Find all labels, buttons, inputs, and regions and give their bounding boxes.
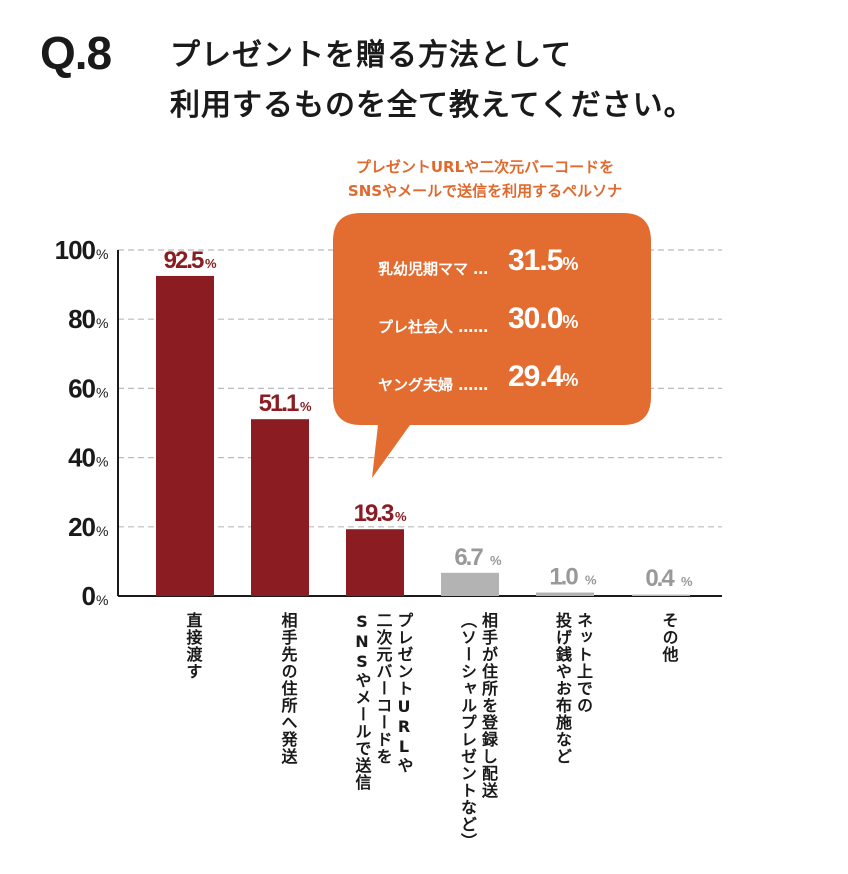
y-tick-label: 20 [68, 512, 95, 542]
persona-value: 30.0% [508, 302, 579, 335]
x-category-label: （ソーシャルプレゼントなど） [458, 612, 477, 850]
bar-value-label: 51.1 [259, 390, 299, 417]
question-line-2: 利用するものを全て教えてください。 [170, 88, 695, 123]
x-category-label: SNSやメールで送信 [352, 612, 372, 791]
persona-label: ヤング夫婦 …… [378, 376, 489, 394]
persona-value: 29.4% [508, 360, 579, 393]
persona-value-unit: % [562, 254, 579, 274]
x-category-label: 相手先の住所へ発送 [278, 612, 298, 765]
y-tick-label: 40 [68, 443, 95, 473]
y-tick-label: 0 [82, 581, 96, 611]
x-category-label: ネット上での [574, 612, 593, 714]
question-line-1: プレゼントを贈る方法として [170, 38, 573, 73]
callout-bubble [333, 213, 651, 478]
persona-label: 乳幼児期ママ … [378, 260, 489, 278]
bar [346, 529, 404, 596]
x-category-label: 相手が住所を登録し配送 [479, 612, 498, 799]
bar-value-unit: % [205, 256, 217, 271]
bar [632, 594, 690, 596]
persona-value-unit: % [562, 370, 579, 390]
y-tick-unit: % [96, 246, 108, 262]
bar [441, 572, 499, 596]
bar-value-unit: % [681, 574, 693, 589]
bar-value-unit: % [585, 573, 597, 588]
y-tick-label: 100 [55, 235, 96, 265]
persona-value-unit: % [562, 312, 579, 332]
y-tick-unit: % [96, 315, 108, 331]
persona-label: プレ社会人 …… [378, 318, 489, 336]
y-tick-unit: % [96, 384, 108, 400]
y-tick-unit: % [96, 454, 108, 470]
y-tick-unit: % [96, 592, 108, 608]
bar-value-unit: % [395, 509, 407, 524]
y-tick-label: 80 [68, 304, 95, 334]
bar-value-unit: % [300, 399, 312, 414]
question-number: Q.8 [40, 27, 112, 79]
y-tick-label: 60 [68, 373, 95, 403]
persona-value: 31.5% [508, 244, 579, 277]
bar [536, 592, 594, 596]
x-category-label: その他 [659, 612, 679, 663]
bar-value-unit: % [490, 553, 502, 568]
bar-value-label: 92.5 [164, 247, 204, 274]
callout-note-line-1: プレゼントURLや二次元バーコードを [355, 158, 615, 176]
bar-value-label: 6.7 [454, 544, 483, 571]
bar [156, 275, 214, 596]
x-category-label: プレゼントURLや [394, 612, 414, 774]
callout-note-line-2: SNSやメールで送信を利用するペルソナ [347, 182, 623, 200]
y-tick-unit: % [96, 523, 108, 539]
x-category-label: 二次元バーコードを [373, 612, 393, 765]
x-category-label: 直接渡す [183, 612, 203, 680]
bar [251, 419, 309, 596]
bar-value-label: 19.3 [354, 500, 394, 527]
x-category-label: 投げ銭やお布施など [553, 612, 572, 765]
bar-value-label: 1.0 [549, 564, 578, 591]
bar-value-label: 0.4 [645, 565, 675, 592]
